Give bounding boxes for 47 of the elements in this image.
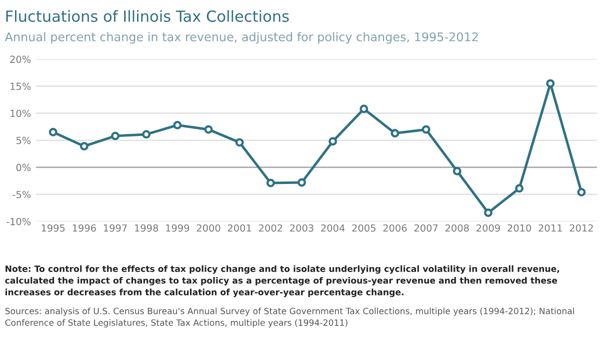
point <box>142 130 151 139</box>
point <box>360 104 368 114</box>
y-tick-label: 10% <box>10 110 31 118</box>
source-note: Sources: analysis of U.S. Census Bureau's Annual Survey of State Government Tax Collections, multiple years (1994-2012); National Conference of State Legislatures, State Tax Actions, multiple years (1994-2011) <box>5 308 574 328</box>
x-tick-label: 2005 <box>352 224 376 232</box>
x-tick-label: 2000 <box>196 224 220 232</box>
x-tick-label: 2009 <box>476 224 500 232</box>
y-tick-label: 5% <box>16 136 31 144</box>
x-tick-label: 2012 <box>570 224 593 232</box>
x-tick-label: 2007 <box>414 224 438 232</box>
point <box>173 120 182 130</box>
point <box>298 178 306 187</box>
point <box>390 129 400 138</box>
point <box>266 178 275 188</box>
x-tick-label: 1999 <box>166 224 190 232</box>
point <box>48 128 58 136</box>
y-tick-label: -10% <box>6 218 31 226</box>
x-tick-label: 2001 <box>228 224 252 232</box>
text: Note: To control for the effects of tax policy change and to isolate underlying cyclical volatility in overall revenue, calculated the impact of changes to tax policy as a percentage of previous-year revenue and then removed these increases or decreases from the calculation of year-over-year percentage change. <box>5 265 560 298</box>
x-tick-label: 2010 <box>508 224 532 232</box>
point <box>235 138 244 147</box>
point <box>452 166 462 176</box>
x-tick-label: 2011 <box>538 224 562 232</box>
point <box>422 125 430 134</box>
x-tick-label: 1996 <box>72 224 96 232</box>
point <box>204 125 213 134</box>
x-tick-label: 2008 <box>445 224 469 232</box>
point <box>577 188 586 196</box>
point <box>328 137 338 146</box>
chart-subtitle: Annual percent change in tax revenue, adjusted for policy changes, 1995-2012 <box>4 32 478 44</box>
point <box>546 79 555 88</box>
x-tick-label: 1998 <box>135 224 158 232</box>
x-tick-label: 2003 <box>290 224 314 232</box>
x-tick-label: 2006 <box>383 224 407 232</box>
point <box>484 208 492 217</box>
x-tick-label: 1995 <box>42 224 65 232</box>
point <box>80 142 88 150</box>
point <box>111 132 120 140</box>
y-tick-label: -5% <box>12 190 31 198</box>
point <box>515 184 524 193</box>
y-tick-label: 0% <box>16 164 31 172</box>
chart-title: Fluctuations of Illinois Tax Collections <box>6 10 289 22</box>
y-tick-label: 15% <box>10 82 31 90</box>
x-tick-label: 2002 <box>258 224 282 232</box>
x-tick-label: 2004 <box>321 224 345 232</box>
y-tick-label: 20% <box>10 56 31 63</box>
x-tick-label: 1997 <box>104 224 127 232</box>
